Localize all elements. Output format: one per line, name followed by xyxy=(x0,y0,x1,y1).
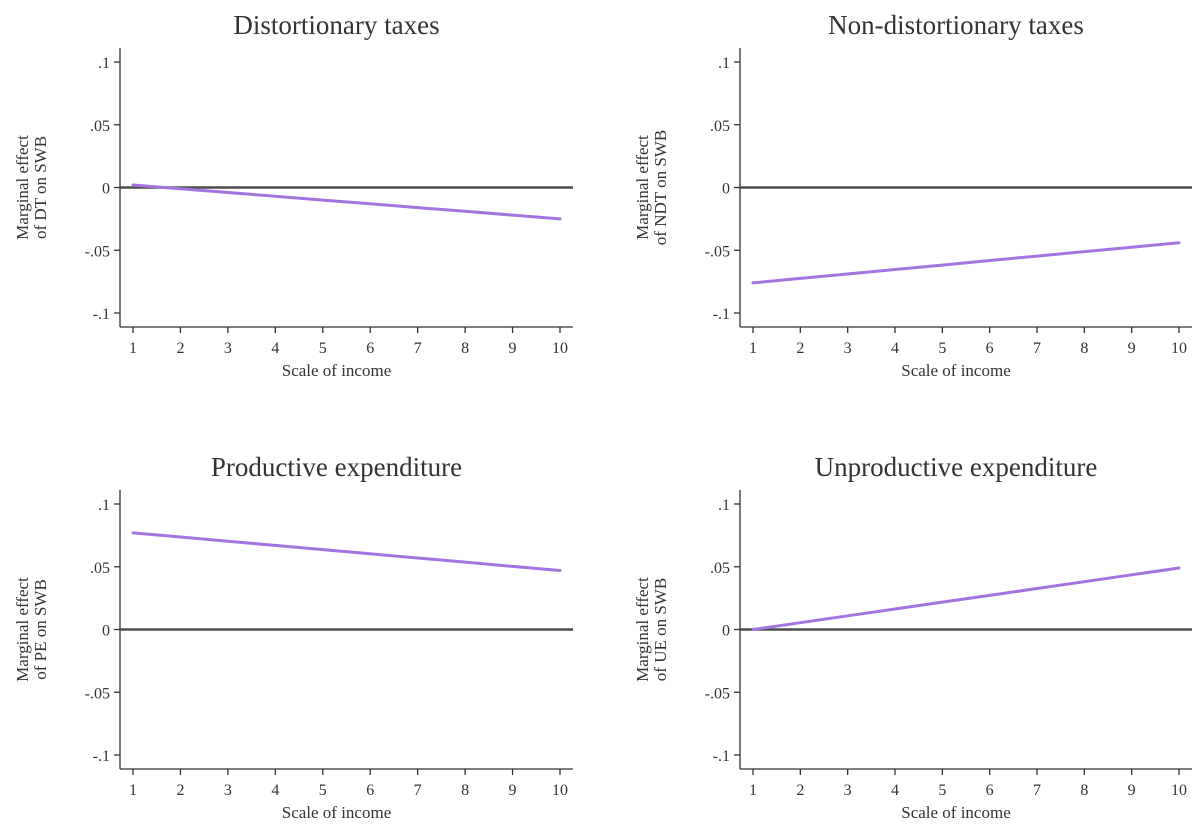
y-axis-label: Marginal effect xyxy=(13,135,32,240)
y-tick-label: 0 xyxy=(722,623,730,640)
x-tick-label: 2 xyxy=(796,782,804,799)
x-tick-label: 3 xyxy=(844,340,852,357)
x-axis-label: Scale of income xyxy=(901,803,1011,822)
x-tick-label: 6 xyxy=(366,782,374,799)
x-tick-label: 2 xyxy=(176,340,184,357)
y-axis-label: of DT on SWB xyxy=(31,136,50,239)
chart-panel-4: Unproductive expenditure .1 .05 0 -.05 -.1 1 2 3… xyxy=(633,452,1192,822)
x-tick-label: 7 xyxy=(414,782,422,799)
y-tick-label: .1 xyxy=(718,55,730,72)
y-tick-label: -.05 xyxy=(705,685,730,702)
x-tick-label: 2 xyxy=(176,782,184,799)
x-tick-label: 9 xyxy=(509,782,517,799)
x-tick-label: 6 xyxy=(986,782,994,799)
y-tick-label: .1 xyxy=(98,55,110,72)
chart-panel-2: Non-distortionary taxes .1 .05 0 -.05 -.1 1 2 3 4… xyxy=(633,10,1192,380)
y-tick-label: -.1 xyxy=(713,748,730,765)
x-tick-label: 4 xyxy=(891,340,899,357)
x-tick-label: 4 xyxy=(271,782,279,799)
x-tick-label: 10 xyxy=(1171,782,1187,799)
y-tick-label: 0 xyxy=(722,181,730,198)
chart-title: Non-distortionary taxes xyxy=(828,10,1084,40)
y-tick-label: -.05 xyxy=(85,243,110,260)
x-tick-label: 8 xyxy=(461,340,469,357)
y-tick-label: .05 xyxy=(710,118,730,135)
y-tick-label: -.1 xyxy=(93,748,110,765)
x-tick-label: 1 xyxy=(749,340,757,357)
y-tick-label: .1 xyxy=(718,497,730,514)
chart-title: Productive expenditure xyxy=(211,452,462,482)
x-tick-label: 8 xyxy=(1080,340,1088,357)
x-tick-label: 3 xyxy=(844,782,852,799)
y-axis-label: Marginal effect xyxy=(633,135,652,240)
x-tick-label: 5 xyxy=(319,782,327,799)
x-tick-label: 8 xyxy=(461,782,469,799)
x-tick-label: 6 xyxy=(366,340,374,357)
x-tick-label: 9 xyxy=(1128,782,1136,799)
y-tick-label: -.05 xyxy=(85,685,110,702)
x-tick-label: 10 xyxy=(552,782,568,799)
x-axis-label: Scale of income xyxy=(901,361,1011,380)
x-tick-label: 4 xyxy=(891,782,899,799)
x-tick-label: 10 xyxy=(552,340,568,357)
x-tick-label: 7 xyxy=(414,340,422,357)
x-tick-label: 2 xyxy=(796,340,804,357)
x-tick-label: 5 xyxy=(319,340,327,357)
x-tick-label: 7 xyxy=(1033,782,1041,799)
chart-title: Distortionary taxes xyxy=(233,10,439,40)
x-tick-label: 3 xyxy=(224,340,232,357)
y-tick-label: .05 xyxy=(710,560,730,577)
y-tick-label: -.05 xyxy=(705,243,730,260)
y-tick-label: 0 xyxy=(102,181,110,198)
x-tick-label: 10 xyxy=(1171,340,1187,357)
x-tick-label: 5 xyxy=(938,782,946,799)
y-axis-label: of PE on SWB xyxy=(31,579,50,680)
x-tick-label: 1 xyxy=(749,782,757,799)
chart-panel-1: Distortionary taxes .1 .05 0 -.05 -.1 1 2 3 4 5 6 7 8… xyxy=(13,10,573,380)
y-tick-label: 0 xyxy=(102,623,110,640)
series-line-marginal-effect xyxy=(131,183,562,221)
x-tick-label: 9 xyxy=(1128,340,1136,357)
y-axis-label: Marginal effect xyxy=(13,577,32,682)
y-tick-label: -.1 xyxy=(713,306,730,323)
chart-title: Unproductive expenditure xyxy=(815,452,1098,482)
x-axis-label: Scale of income xyxy=(282,361,392,380)
x-tick-label: 3 xyxy=(224,782,232,799)
series-line-marginal-effect xyxy=(751,566,1181,631)
x-tick-label: 4 xyxy=(271,340,279,357)
y-tick-label: .05 xyxy=(90,560,110,577)
x-tick-label: 8 xyxy=(1080,782,1088,799)
y-axis-label: Marginal effect xyxy=(633,577,652,682)
x-axis-label: Scale of income xyxy=(282,803,392,822)
series-line-marginal-effect xyxy=(751,241,1181,285)
y-tick-label: -.1 xyxy=(93,306,110,323)
x-tick-label: 6 xyxy=(986,340,994,357)
x-tick-label: 5 xyxy=(938,340,946,357)
x-tick-label: 7 xyxy=(1033,340,1041,357)
y-tick-label: .1 xyxy=(98,497,110,514)
chart-panel-3: Productive expenditure .1 .05 0 -.05 -.1 1 2 3 4 5… xyxy=(13,452,573,822)
y-axis-label: of UE on SWB xyxy=(651,578,670,681)
x-tick-label: 1 xyxy=(129,782,137,799)
y-tick-label: .05 xyxy=(90,118,110,135)
x-tick-label: 9 xyxy=(509,340,517,357)
y-axis-label: of NDT on SWB xyxy=(651,130,670,245)
x-tick-label: 1 xyxy=(129,340,137,357)
series-line-marginal-effect xyxy=(131,531,562,572)
